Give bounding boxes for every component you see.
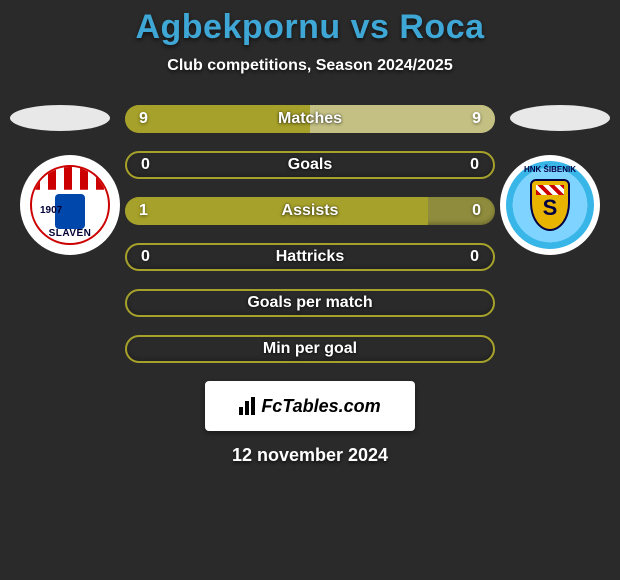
fctables-logo-icon: FcTables.com (239, 396, 380, 417)
date-text: 12 november 2024 (0, 445, 620, 466)
stat-value-right: 9 (472, 110, 481, 128)
stat-bar-matches: 9 9 Matches (125, 105, 495, 133)
stat-value-left: 0 (141, 156, 150, 174)
stats-section: 1907 SLAVEN HNK ŠIBENIK 9 9 Matches 0 0 Goals… (0, 105, 620, 363)
slaven-crest-icon: 1907 SLAVEN (30, 165, 110, 245)
badge-left-year: 1907 (40, 205, 62, 216)
stat-label: Goals (288, 156, 332, 174)
badge-left-name: SLAVEN (32, 228, 108, 239)
stat-label: Min per goal (263, 340, 357, 358)
stat-value-right: 0 (470, 248, 479, 266)
club-badge-right: HNK ŠIBENIK (500, 155, 600, 255)
brand-text: FcTables.com (261, 396, 380, 417)
platform-right (510, 105, 610, 131)
stat-bar-assists: 1 0 Assists (125, 197, 495, 225)
page-title: Agbekpornu vs Roca (0, 8, 620, 47)
stat-label: Hattricks (276, 248, 344, 266)
stat-value-left: 9 (139, 110, 148, 128)
stat-bar-hattricks: 0 0 Hattricks (125, 243, 495, 271)
stat-value-right: 0 (472, 202, 481, 220)
stat-value-right: 0 (470, 156, 479, 174)
stat-value-left: 0 (141, 248, 150, 266)
sibenik-crest-icon: HNK ŠIBENIK (506, 161, 594, 249)
shield-icon (530, 179, 570, 231)
root: Agbekpornu vs Roca Club competitions, Se… (0, 0, 620, 580)
bars-icon (239, 397, 259, 415)
stat-label: Assists (282, 202, 339, 220)
stat-bars: 9 9 Matches 0 0 Goals 1 0 Assists 0 0 Hattricks Goal… (125, 105, 495, 363)
badge-right-name: HNK ŠIBENIK (506, 165, 594, 174)
club-badge-left: 1907 SLAVEN (20, 155, 120, 255)
stat-fill-left (125, 197, 428, 225)
stat-bar-goals: 0 0 Goals (125, 151, 495, 179)
brand-card: FcTables.com (205, 381, 415, 431)
stat-bar-min-per-goal: Min per goal (125, 335, 495, 363)
platform-left (10, 105, 110, 131)
stat-value-left: 1 (139, 202, 148, 220)
stat-label: Matches (278, 110, 342, 128)
stat-bar-goals-per-match: Goals per match (125, 289, 495, 317)
stat-label: Goals per match (247, 294, 372, 312)
subtitle: Club competitions, Season 2024/2025 (0, 57, 620, 75)
